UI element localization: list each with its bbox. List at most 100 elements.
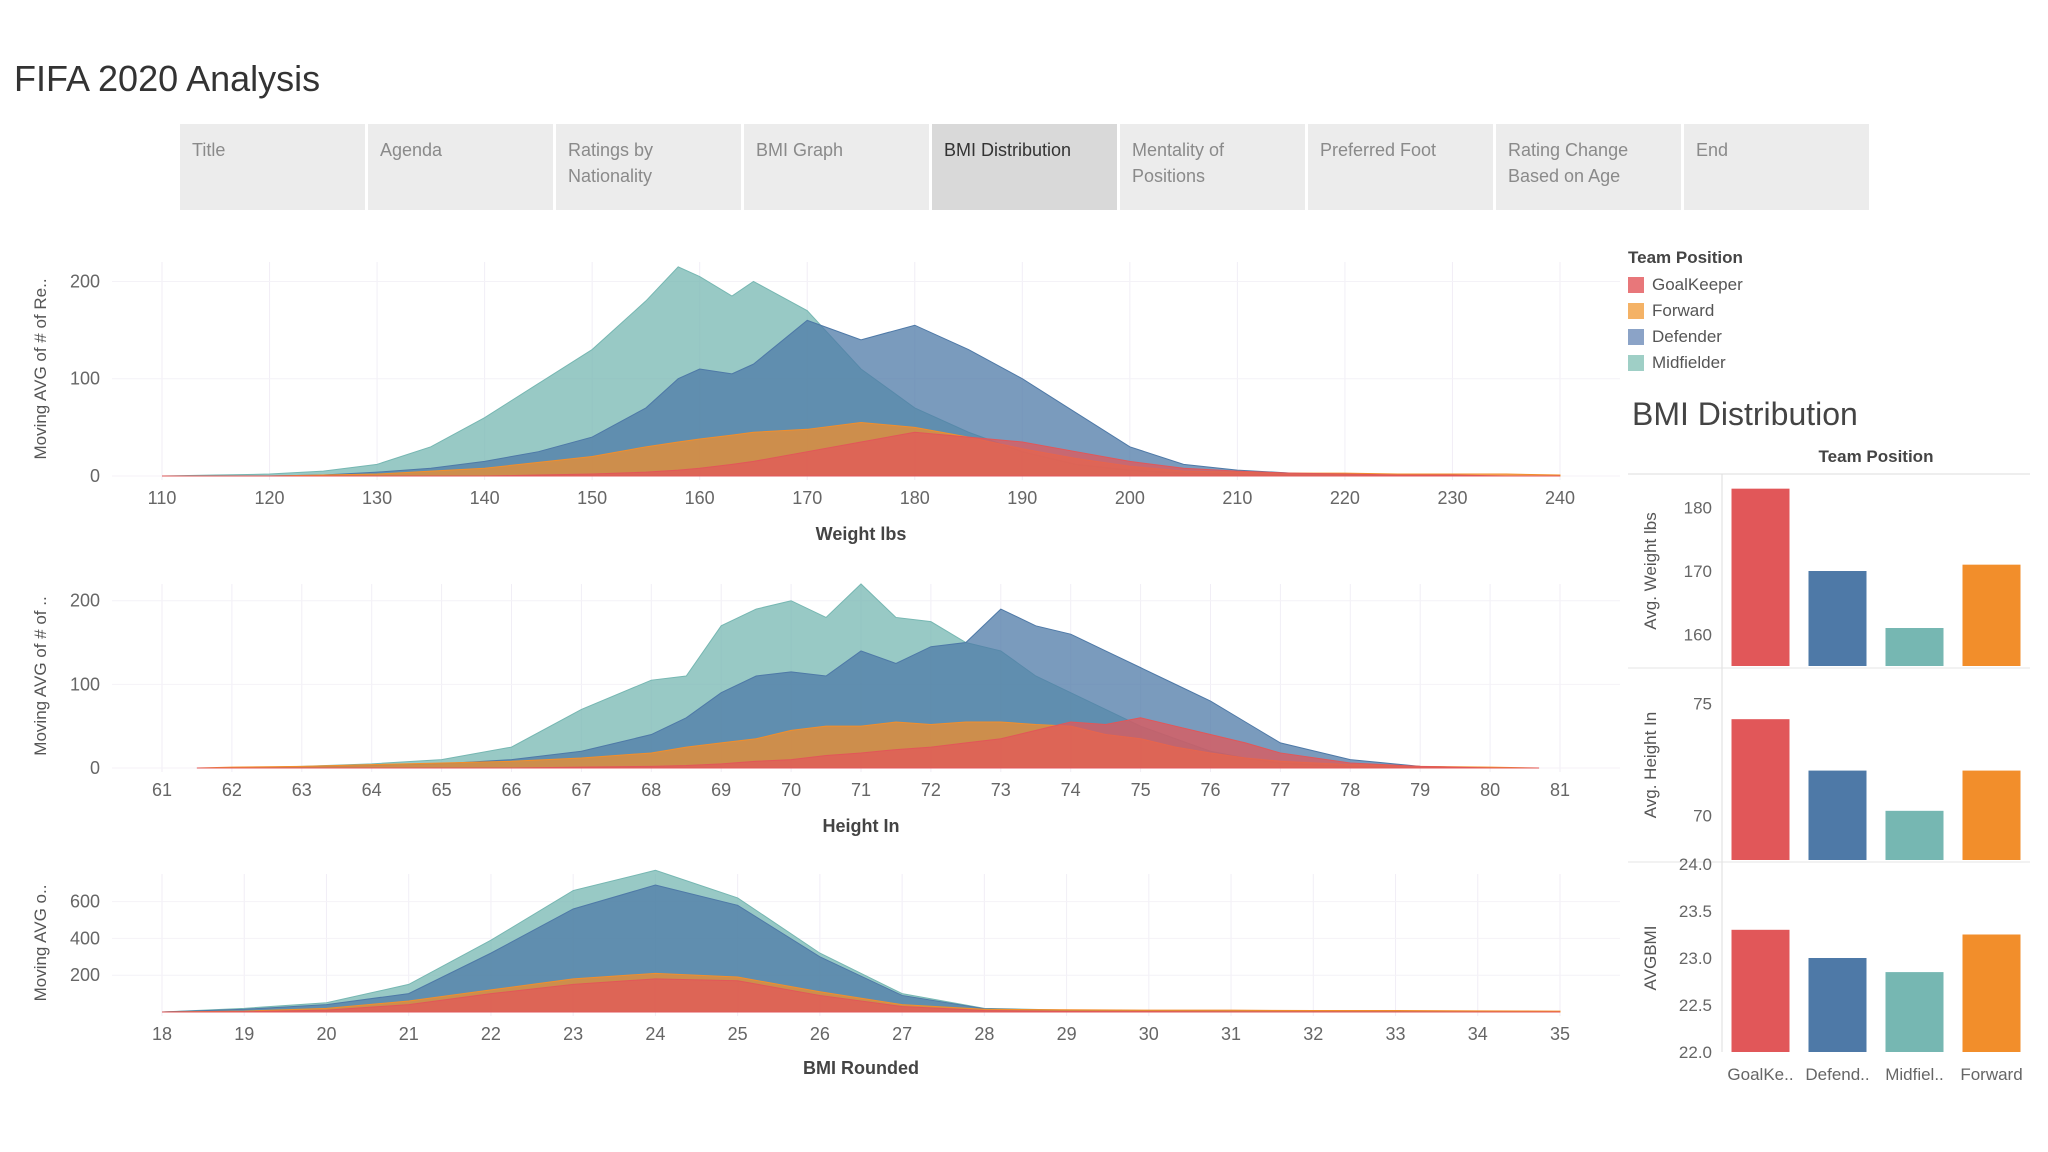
x-tick-label: 140 <box>470 488 500 508</box>
bar-defender[interactable] <box>1808 770 1867 860</box>
tab-mentality-of-positions[interactable]: Mentality of Positions <box>1120 124 1305 210</box>
y-tick-label: 100 <box>70 369 100 389</box>
legend-item-goalkeeper[interactable]: GoalKeeper <box>1628 272 1743 298</box>
tab-rating-change-based-on-age[interactable]: Rating Change Based on Age <box>1496 124 1681 210</box>
x-tick-label: 26 <box>810 1024 830 1044</box>
x-tick-label: 72 <box>921 780 941 800</box>
x-tick-label: 76 <box>1200 780 1220 800</box>
x-tick-label: 75 <box>1131 780 1151 800</box>
tab-agenda[interactable]: Agenda <box>368 124 553 210</box>
bar-midfielder[interactable] <box>1885 810 1944 860</box>
x-tick-label: 190 <box>1007 488 1037 508</box>
x-tick-label: 25 <box>728 1024 748 1044</box>
y-tick-label: 0 <box>90 466 100 486</box>
x-tick-label: 34 <box>1468 1024 1488 1044</box>
x-tick-label: 66 <box>501 780 521 800</box>
x-tick-label: 63 <box>292 780 312 800</box>
x-axis-label: Height In <box>823 816 900 836</box>
x-tick-label: 77 <box>1270 780 1290 800</box>
x-tick-label: 69 <box>711 780 731 800</box>
x-tick-label: 24 <box>645 1024 665 1044</box>
bar-midfielder[interactable] <box>1885 628 1944 666</box>
x-tick-label: 31 <box>1221 1024 1241 1044</box>
area-goalkeeper[interactable] <box>161 978 1560 1013</box>
x-tick-label: 230 <box>1437 488 1467 508</box>
bar-defender[interactable] <box>1808 571 1867 666</box>
y-tick-label: 400 <box>70 928 100 948</box>
tab-preferred-foot[interactable]: Preferred Foot <box>1308 124 1493 210</box>
x-tick-label: 19 <box>234 1024 254 1044</box>
bar-forward[interactable] <box>1962 564 2021 666</box>
x-tick-label: 74 <box>1061 780 1081 800</box>
y-tick-label: 160 <box>1684 625 1712 644</box>
legend-label-forward: Forward <box>1652 301 1715 320</box>
bar-defender[interactable] <box>1808 958 1867 1052</box>
category-label: Midfiel.. <box>1885 1065 1944 1084</box>
x-tick-label: 29 <box>1057 1024 1077 1044</box>
y-tick-label: 200 <box>70 271 100 291</box>
area-goalkeeper[interactable] <box>162 431 1560 477</box>
y-tick-label: 23.0 <box>1679 949 1712 968</box>
legend-swatch-forward <box>1628 303 1644 319</box>
x-tick-label: 180 <box>900 488 930 508</box>
legend-label-defender: Defender <box>1652 327 1722 346</box>
y-tick-label: 0 <box>90 758 100 778</box>
category-label: Forward <box>1960 1065 2022 1084</box>
tab-bmi-graph[interactable]: BMI Graph <box>744 124 929 210</box>
y-axis-label: Moving AVG of # of Re.. <box>31 278 50 459</box>
x-tick-label: 70 <box>781 780 801 800</box>
bar-midfielder[interactable] <box>1885 972 1944 1052</box>
bar-goalkeeper[interactable] <box>1731 719 1790 860</box>
bar-goalkeeper[interactable] <box>1731 488 1790 666</box>
x-tick-label: 33 <box>1386 1024 1406 1044</box>
y-tick-label: 22.5 <box>1679 996 1712 1015</box>
area-chart-3: 18 19 20 21 22 23 24 25 26 27 28 29 30 31 32 33 34 35 200 4… <box>31 869 1620 1078</box>
legend-label-goalkeeper: GoalKeeper <box>1652 275 1743 294</box>
x-tick-label: 67 <box>571 780 591 800</box>
y-tick-label: 200 <box>70 965 100 985</box>
legend-swatch-goalkeeper <box>1628 277 1644 293</box>
x-tick-label: 200 <box>1115 488 1145 508</box>
x-axis-label: BMI Rounded <box>803 1058 919 1078</box>
legend-item-defender[interactable]: Defender <box>1628 324 1743 350</box>
y-axis-label: Moving AVG o.. <box>31 885 50 1002</box>
x-tick-label: 150 <box>577 488 607 508</box>
legend-item-midfielder[interactable]: Midfielder <box>1628 350 1743 376</box>
legend-label-midfielder: Midfielder <box>1652 353 1726 372</box>
tab-bmi-distribution[interactable]: BMI Distribution <box>932 124 1117 210</box>
tab-end[interactable]: End <box>1684 124 1869 210</box>
x-tick-label: 170 <box>792 488 822 508</box>
bar-chart-3: 22.0 22.5 23.0 23.5 24.0 AVGBMI <box>1641 855 2021 1062</box>
bar-goalkeeper[interactable] <box>1731 929 1790 1052</box>
category-label: Defend.. <box>1805 1065 1869 1084</box>
bar-forward[interactable] <box>1962 934 2021 1053</box>
x-tick-label: 68 <box>641 780 661 800</box>
y-tick-label: 23.5 <box>1679 902 1712 921</box>
y-tick-label: 75 <box>1693 695 1712 714</box>
x-tick-label: 79 <box>1410 780 1430 800</box>
legend-swatch-midfielder <box>1628 355 1644 371</box>
bar-chart-2: 70 75 Avg. Height In <box>1628 695 2030 863</box>
bar-chart-1: 160 170 180 Avg. Weight lbs <box>1628 488 2030 669</box>
tab-title[interactable]: Title <box>180 124 365 210</box>
y-axis-label: Moving AVG of # of .. <box>31 596 50 755</box>
y-tick-label: 170 <box>1684 562 1712 581</box>
tab-ratings-by-nationality[interactable]: Ratings by Nationality <box>556 124 741 210</box>
x-tick-label: 32 <box>1303 1024 1323 1044</box>
tab-bar: Title Agenda Ratings by Nationality BMI … <box>180 124 1872 210</box>
x-tick-label: 30 <box>1139 1024 1159 1044</box>
x-tick-label: 61 <box>152 780 172 800</box>
bar-forward[interactable] <box>1962 770 2021 860</box>
x-tick-label: 18 <box>152 1024 172 1044</box>
x-tick-label: 20 <box>316 1024 336 1044</box>
area-goalkeeper[interactable] <box>196 717 1540 769</box>
area-defender[interactable] <box>196 608 1540 769</box>
x-tick-label: 35 <box>1550 1024 1570 1044</box>
y-tick-label: 70 <box>1693 806 1712 825</box>
y-tick-label: 22.0 <box>1679 1043 1712 1062</box>
legend-item-forward[interactable]: Forward <box>1628 298 1743 324</box>
x-tick-label: 110 <box>148 488 177 508</box>
y-tick-label: 24.0 <box>1679 855 1712 874</box>
area-chart-2: 61 62 63 64 65 66 67 68 69 70 71 72 73 74 75 76 77 78 79 80… <box>31 583 1620 836</box>
